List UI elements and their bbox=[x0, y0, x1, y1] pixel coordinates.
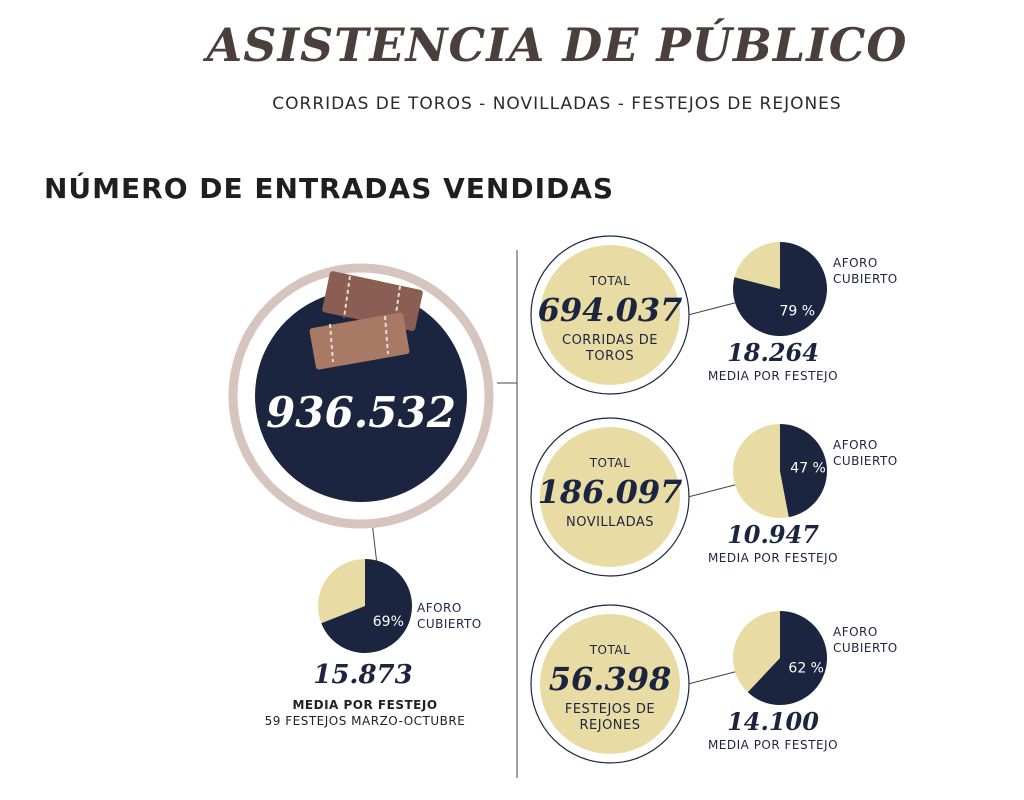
media-value: 10.947 bbox=[727, 520, 819, 549]
category-name: NOVILLADAS bbox=[565, 515, 655, 530]
total-value: 694.037 bbox=[537, 291, 683, 329]
pie-slice bbox=[321, 559, 412, 653]
pie-label: 62 % bbox=[788, 660, 824, 676]
media-caption: MEDIA POR FESTEJO bbox=[707, 369, 839, 383]
category-name: CORRIDAS DE TOROS bbox=[562, 333, 658, 364]
pie-slice bbox=[747, 611, 828, 705]
pie-label: 79 % bbox=[779, 303, 815, 319]
total-circle bbox=[255, 290, 467, 502]
pie-label: 47 % bbox=[790, 460, 826, 476]
grand-total: 936.532 bbox=[266, 388, 456, 437]
title: ASISTENCIA DE PÚBLICO bbox=[206, 18, 908, 72]
pie-slice bbox=[732, 242, 827, 336]
media-caption: MEDIA POR FESTEJO bbox=[707, 551, 839, 565]
total-circle bbox=[540, 614, 680, 754]
total-value: 186.097 bbox=[537, 473, 683, 511]
media-value: 18.264 bbox=[727, 338, 819, 367]
total-label: TOTAL bbox=[589, 274, 631, 288]
ticket-icon bbox=[309, 271, 423, 370]
aforo-caption: AFORO CUBIERTO bbox=[417, 601, 482, 631]
total-value: 56.398 bbox=[548, 660, 672, 698]
total-circle bbox=[540, 427, 680, 567]
outer-ring bbox=[228, 263, 494, 529]
category-name: FESTEJOS DE REJONES bbox=[564, 702, 656, 733]
total-label: TOTAL bbox=[589, 643, 631, 657]
section-title: NÚMERO DE ENTRADAS VENDIDAS bbox=[44, 172, 615, 205]
total-label: TOTAL bbox=[589, 456, 631, 470]
media-value: 14.100 bbox=[727, 707, 819, 736]
total-circle bbox=[540, 245, 680, 385]
media-caption: MEDIA POR FESTEJO bbox=[707, 738, 839, 752]
media-value: 15.873 bbox=[313, 660, 413, 690]
subtitle: CORRIDAS DE TOROS - NOVILLADAS - FESTEJO… bbox=[272, 94, 842, 114]
aforo-caption: AFORO CUBIERTO bbox=[833, 438, 898, 468]
note: 59 FESTEJOS MARZO-OCTUBRE bbox=[264, 714, 466, 728]
aforo-caption: AFORO CUBIERTO bbox=[833, 625, 898, 655]
pie-slice bbox=[780, 424, 827, 518]
pie-label: 69% bbox=[373, 614, 404, 630]
aforo-caption: AFORO CUBIERTO bbox=[833, 256, 898, 286]
media-caption: MEDIA POR FESTEJO bbox=[292, 698, 438, 712]
